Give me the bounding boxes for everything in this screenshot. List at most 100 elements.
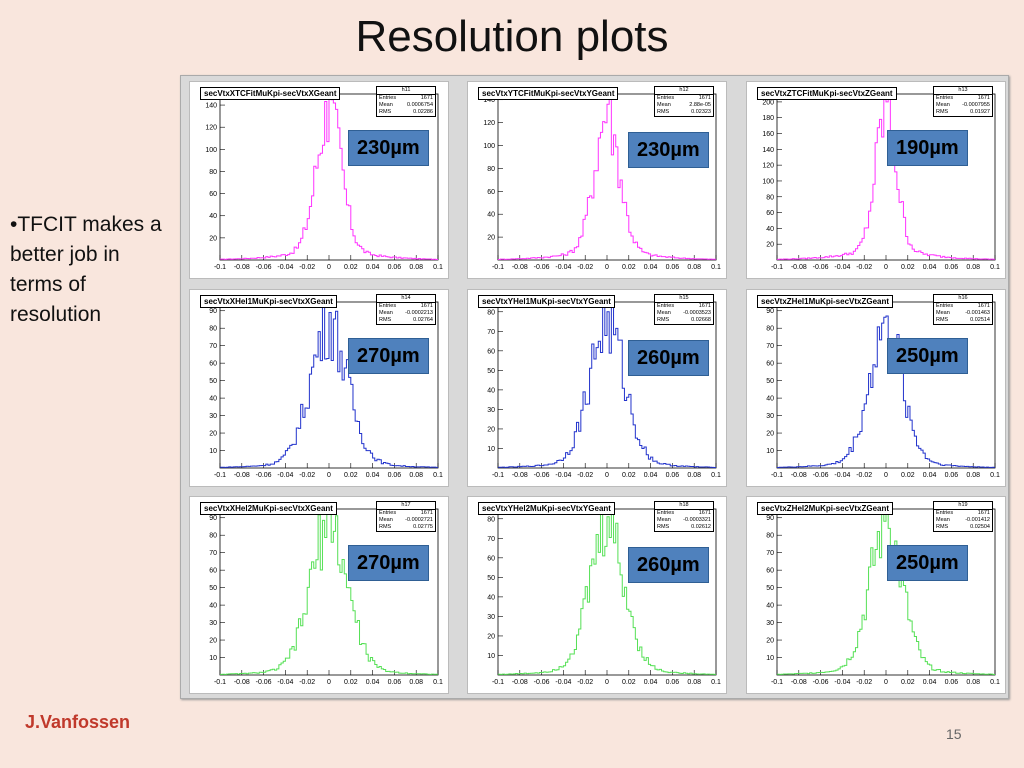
y-tick-label: 70 (209, 343, 217, 350)
stats-id: h18 (655, 502, 713, 510)
stats-value: -0.0002721 (405, 517, 433, 523)
x-tick-label: 0.06 (388, 679, 402, 686)
y-tick-label: 70 (487, 536, 495, 543)
y-tick-label: 20 (487, 633, 495, 640)
stats-row-entries: Entries 1671 (934, 95, 992, 102)
x-tick-label: -0.04 (555, 679, 571, 686)
x-tick-label: 0 (327, 472, 331, 479)
stats-row-rms: RMS 0.02612 (655, 524, 713, 531)
x-tick-label: 0 (884, 472, 888, 479)
x-tick-label: 0.06 (945, 472, 959, 479)
stats-value: 2.88e-05 (689, 102, 711, 108)
histogram-line (777, 315, 995, 468)
stats-value: 1671 (698, 510, 711, 516)
plot-frame (776, 508, 996, 676)
histogram-title: secVtxXTCFitMuKpi-secVtxXGeant (200, 87, 341, 100)
slide-title: Resolution plots (355, 12, 669, 61)
histogram-title: secVtxZHel1MuKpi-secVtxZGeant (757, 295, 894, 308)
y-tick-label: 10 (766, 448, 774, 455)
y-tick-label: 60 (209, 568, 217, 575)
y-tick-label: 200 (762, 99, 774, 106)
resolution-label: 230µm (348, 130, 429, 166)
x-tick-label: -0.04 (555, 472, 571, 479)
histogram-svg: 20 40 60 80 100 120 140 -0.1 -0.08 -0.06 -0.04 -0.0… (483, 93, 721, 271)
stats-value: -0.0003321 (683, 517, 711, 523)
x-tick-label: -0.08 (234, 679, 250, 686)
x-tick-label: 0.1 (990, 264, 1000, 271)
x-tick-label: -0.06 (256, 264, 272, 271)
x-tick-label: -0.02 (577, 264, 593, 271)
y-tick-label: 30 (487, 614, 495, 621)
stats-key: Mean (936, 102, 950, 108)
x-tick-label: 0.08 (687, 679, 701, 686)
y-tick-label: 40 (209, 213, 217, 220)
y-tick-label: 40 (209, 603, 217, 610)
x-tick-label: 0.06 (666, 472, 680, 479)
y-tick-label: 50 (766, 378, 774, 385)
y-tick-label: 30 (487, 407, 495, 414)
stats-row-mean: Mean -0.0002721 (377, 517, 435, 524)
stats-id: h13 (934, 87, 992, 95)
histogram-panel-h11: 20 40 60 80 100 120 140 -0.1 -0.08 -0.06 -0.04 -0.0… (189, 81, 449, 279)
stats-value: 0.02286 (413, 109, 433, 115)
x-tick-label: 0.02 (622, 264, 636, 271)
x-tick-label: 0.02 (622, 679, 636, 686)
stats-row-rms: RMS 0.02764 (377, 317, 435, 324)
stats-id: h14 (377, 295, 435, 303)
histogram-panel-h14: 10 20 30 40 50 60 70 80 90 -0.1 -0.08 -0.06 -0.04 -0.… (189, 289, 449, 487)
x-tick-label: 0.04 (366, 264, 380, 271)
stats-key: Entries (936, 95, 954, 101)
x-tick-label: -0.08 (234, 472, 250, 479)
histogram-panel-h17: 10 20 30 40 50 60 70 80 90 -0.1 -0.08 -0.06 -0.04 -0.… (189, 496, 449, 694)
stats-key: Mean (657, 517, 671, 523)
stats-key: Entries (379, 303, 397, 309)
stats-value: 0.02514 (970, 317, 990, 323)
x-tick-label: -0.04 (277, 679, 293, 686)
x-tick-label: 0 (884, 679, 888, 686)
y-tick-label: 140 (205, 103, 217, 110)
stats-value: 0.01927 (970, 109, 990, 115)
histogram-title: secVtxYTCFitMuKpi-secVtxYGeant (478, 87, 619, 100)
x-tick-label: 0.04 (366, 679, 380, 686)
y-tick-label: 20 (487, 426, 495, 433)
y-tick-label: 40 (209, 396, 217, 403)
stats-id: h16 (934, 295, 992, 303)
stats-key: RMS (936, 109, 949, 115)
stats-id: h11 (377, 87, 435, 95)
y-tick-label: 40 (487, 387, 495, 394)
y-tick-label: 20 (487, 235, 495, 242)
stats-value: -0.0007955 (962, 102, 990, 108)
x-tick-label: 0 (884, 264, 888, 271)
x-tick-label: 0.08 (966, 264, 980, 271)
x-tick-label: -0.1 (492, 679, 504, 686)
histogram-title: secVtxYHel1MuKpi-secVtxYGeant (478, 295, 615, 308)
y-tick-label: 10 (487, 653, 495, 660)
histogram-panel-h13: 20 40 60 80 100 120 140 160 180 200 -0.1 -0.08 -0.06… (746, 81, 1006, 279)
y-tick-label: 60 (766, 210, 774, 217)
y-tick-label: 90 (766, 308, 774, 315)
stats-row-mean: Mean -0.001463 (934, 310, 992, 317)
stats-box: h12 Entries 1671 Mean 2.88e-05 RMS 0.02323 (654, 86, 714, 117)
histogram-line (777, 508, 995, 675)
stats-value: 1671 (698, 303, 711, 309)
y-tick-label: 60 (487, 189, 495, 196)
stats-key: Entries (379, 510, 397, 516)
stats-value: 1671 (420, 510, 433, 516)
histogram-panel-h15: 10 20 30 40 50 60 70 80 -0.1 -0.08 -0.06 -0.04 -0.02… (467, 289, 727, 487)
stats-row-rms: RMS 0.01927 (934, 109, 992, 116)
resolution-label: 260µm (628, 340, 709, 376)
y-tick-label: 60 (766, 361, 774, 368)
y-tick-label: 20 (766, 431, 774, 438)
x-tick-label: 0.02 (901, 264, 915, 271)
histogram-title: secVtxYHel2MuKpi-secVtxYGeant (478, 502, 615, 515)
histogram-panel-h12: 20 40 60 80 100 120 140 -0.1 -0.08 -0.06 -0.04 -0.0… (467, 81, 727, 279)
x-tick-label: -0.1 (214, 264, 226, 271)
y-tick-label: 80 (209, 169, 217, 176)
histogram-svg: 10 20 30 40 50 60 70 80 -0.1 -0.08 -0.06 -0.04 -0.02… (487, 508, 721, 686)
x-tick-label: 0 (605, 264, 609, 271)
y-tick-label: 10 (209, 655, 217, 662)
stats-row-rms: RMS 0.02775 (377, 524, 435, 531)
x-tick-label: -0.04 (834, 264, 850, 271)
x-tick-label: -0.1 (771, 472, 783, 479)
x-tick-label: -0.02 (299, 472, 315, 479)
